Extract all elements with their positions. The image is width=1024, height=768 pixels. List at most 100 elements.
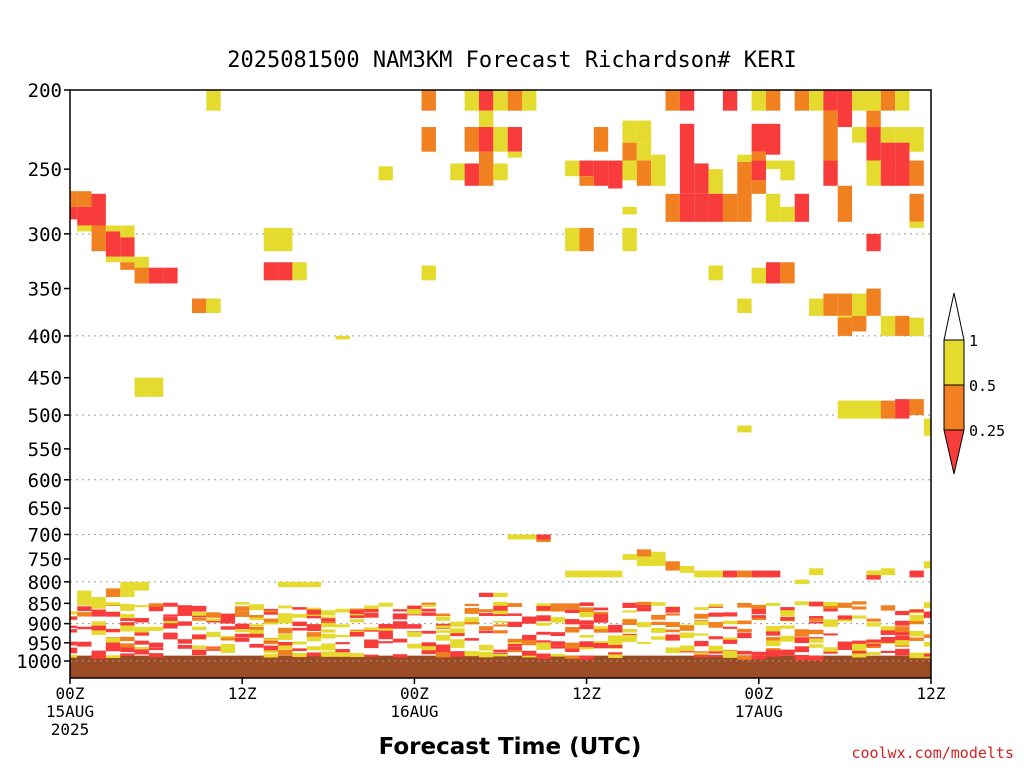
- ri-cell: [622, 206, 637, 215]
- ri-cell: [880, 90, 896, 111]
- x-tick-label: 16AUG: [390, 702, 438, 721]
- x-tick-label: 15AUG: [46, 702, 94, 721]
- ri-cell: [278, 651, 293, 656]
- ri-cell: [780, 262, 795, 284]
- ri-cell: [636, 142, 652, 161]
- ri-cell: [507, 603, 523, 607]
- ri-cell: [809, 568, 824, 576]
- ri-cell: [364, 639, 379, 645]
- ri-cell: [737, 620, 752, 625]
- ri-cell: [191, 298, 207, 314]
- ri-cell: [809, 616, 824, 619]
- ri-cell: [593, 628, 609, 633]
- ri-cell: [852, 90, 867, 111]
- ri-cell: [651, 551, 666, 566]
- ri-cell: [722, 650, 738, 656]
- ri-cell: [895, 127, 910, 143]
- ri-cell: [364, 608, 379, 613]
- ri-cell: [909, 221, 924, 228]
- ri-cell: [349, 632, 365, 637]
- ri-cell: [278, 581, 293, 588]
- ri-cell: [593, 607, 609, 611]
- ri-cell: [421, 649, 436, 655]
- ri-cell: [737, 425, 752, 433]
- ri-cell: [191, 608, 207, 612]
- ri-cell: [694, 193, 709, 222]
- ri-cell: [737, 628, 752, 633]
- ri-cell: [837, 602, 853, 608]
- ri-cell: [909, 617, 924, 623]
- ri-cell: [751, 90, 766, 111]
- ri-cell: [120, 613, 135, 619]
- ri-cell: [278, 634, 293, 640]
- ri-cell: [679, 632, 695, 639]
- ri-cell: [91, 231, 106, 252]
- ri-cell: [780, 160, 795, 181]
- ri-cell: [895, 627, 910, 634]
- ri-cell: [665, 613, 680, 616]
- ri-cell: [708, 265, 723, 281]
- ri-cell: [292, 581, 307, 588]
- ri-cell: [765, 193, 781, 222]
- x-tick-label: 12Z: [572, 684, 601, 703]
- ri-cell: [522, 616, 537, 621]
- ri-cell: [263, 647, 279, 654]
- ri-cell: [292, 627, 307, 631]
- ri-cell: [206, 612, 221, 618]
- ri-cell: [70, 191, 78, 207]
- ri-cell: [636, 601, 652, 607]
- ri-cell: [923, 418, 931, 436]
- ri-cell: [407, 643, 422, 649]
- ri-cell: [608, 654, 623, 658]
- ri-cell: [105, 225, 121, 232]
- ri-cell: [765, 123, 781, 155]
- ri-cell: [895, 626, 910, 629]
- ri-cell: [70, 654, 78, 658]
- ri-cell: [91, 654, 106, 659]
- ri-cell: [579, 612, 594, 615]
- ri-cell: [478, 612, 494, 617]
- ri-cell: [421, 90, 436, 111]
- ri-cell: [507, 127, 523, 152]
- ri-cell: [335, 649, 350, 653]
- ri-cell: [134, 581, 149, 591]
- ri-cell: [77, 626, 92, 630]
- ri-cell: [866, 622, 881, 627]
- ri-cell: [148, 647, 164, 651]
- ri-cell: [435, 625, 451, 629]
- ri-cell: [794, 637, 810, 644]
- ri-cell: [306, 581, 322, 588]
- ri-cell: [120, 262, 135, 270]
- ri-cell: [478, 609, 494, 613]
- ri-cell: [70, 629, 78, 633]
- ri-cell: [464, 163, 479, 186]
- ri-cell: [263, 620, 279, 625]
- ri-cell: [105, 256, 121, 263]
- ri-cell: [866, 639, 881, 643]
- ri-cell: [292, 262, 307, 281]
- ri-cell: [809, 621, 824, 624]
- ri-cell: [550, 653, 566, 657]
- ri-cell: [751, 267, 766, 284]
- ri-cell: [464, 638, 479, 641]
- y-tick-label: 500: [28, 405, 62, 427]
- ri-cell: [765, 637, 781, 641]
- ri-cell: [665, 90, 680, 111]
- ri-cell: [608, 644, 623, 649]
- ri-cell: [191, 611, 207, 616]
- ri-cell: [593, 160, 609, 186]
- ri-cell: [866, 288, 881, 316]
- ri-cell: [536, 644, 551, 650]
- ri-cell: [751, 608, 766, 615]
- ri-cell: [450, 163, 465, 181]
- ri-cell: [493, 624, 508, 627]
- ri-cell: [191, 645, 207, 650]
- ri-cell: [536, 640, 551, 643]
- ri-cell: [679, 565, 695, 573]
- ri-cell: [536, 534, 551, 540]
- ri-cell: [278, 227, 293, 252]
- ri-cell: [263, 641, 279, 645]
- ri-cell: [478, 651, 494, 658]
- ri-cell: [765, 630, 781, 636]
